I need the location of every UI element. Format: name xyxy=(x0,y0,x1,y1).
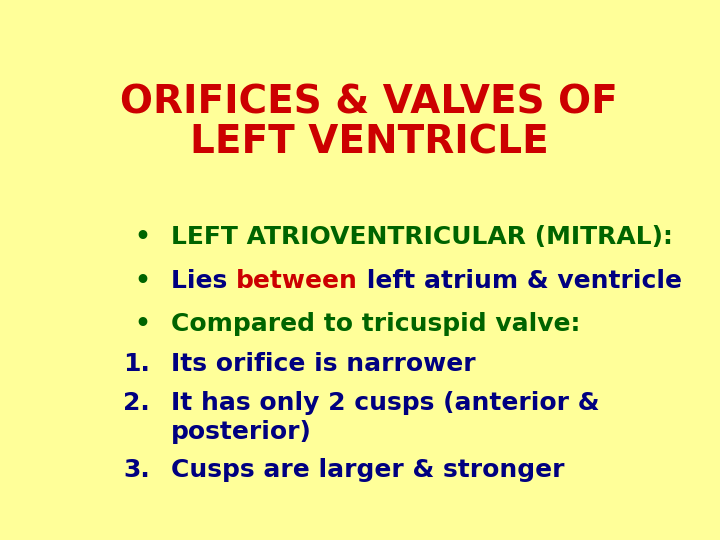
Text: between: between xyxy=(236,268,358,293)
Text: 2.: 2. xyxy=(124,391,150,415)
Text: •: • xyxy=(135,312,150,336)
Text: Compared to tricuspid valve:: Compared to tricuspid valve: xyxy=(171,312,580,336)
Text: •: • xyxy=(135,268,150,293)
Text: ORIFICES & VALVES OF: ORIFICES & VALVES OF xyxy=(120,84,618,122)
Text: It has only 2 cusps (anterior &: It has only 2 cusps (anterior & xyxy=(171,391,600,415)
Text: Cusps are larger & stronger: Cusps are larger & stronger xyxy=(171,458,564,482)
Text: posterior): posterior) xyxy=(171,420,312,444)
Text: 3.: 3. xyxy=(124,458,150,482)
Text: Its orifice is narrower: Its orifice is narrower xyxy=(171,352,475,376)
Text: LEFT VENTRICLE: LEFT VENTRICLE xyxy=(189,123,549,161)
Text: 1.: 1. xyxy=(124,352,150,376)
Text: LEFT ATRIOVENTRICULAR (MITRAL):: LEFT ATRIOVENTRICULAR (MITRAL): xyxy=(171,225,672,249)
Text: Lies: Lies xyxy=(171,268,236,293)
Text: •: • xyxy=(135,225,150,249)
Text: left atrium & ventricle: left atrium & ventricle xyxy=(358,268,682,293)
